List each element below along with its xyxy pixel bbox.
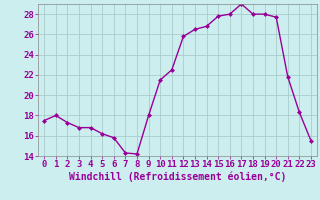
X-axis label: Windchill (Refroidissement éolien,°C): Windchill (Refroidissement éolien,°C) <box>69 172 286 182</box>
